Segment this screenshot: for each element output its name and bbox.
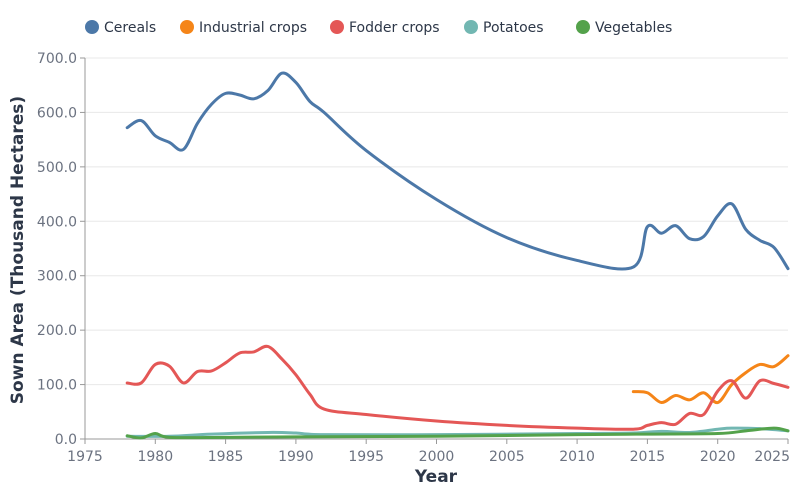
x-tick-label: 2000 — [419, 449, 455, 465]
series-line-vegetables — [125, 426, 790, 440]
gridlines — [85, 57, 788, 440]
y-tick-label: 100.0 — [37, 378, 77, 394]
y-tick-label: 0.0 — [55, 432, 77, 448]
x-tick-label: 1990 — [278, 449, 314, 465]
legend-label: Cereals — [104, 20, 156, 36]
legend-item: Fodder crops — [330, 20, 440, 36]
series-lines — [125, 71, 790, 440]
legend-item: Vegetables — [576, 20, 672, 36]
legend-marker — [330, 20, 344, 34]
x-tick-label: 1980 — [137, 449, 173, 465]
series-line-fodder-crops — [125, 344, 790, 431]
y-tick-label: 300.0 — [37, 269, 77, 285]
x-tick-label: 1995 — [348, 449, 384, 465]
legend-marker — [85, 20, 99, 34]
legend-label: Potatoes — [483, 20, 544, 36]
y-axis-title: Sown Area (Thousand Hectares) — [8, 96, 28, 404]
legend-label: Vegetables — [595, 20, 672, 36]
legend-marker — [576, 20, 590, 34]
legend-item: Potatoes — [464, 20, 544, 36]
legend-label: Fodder crops — [349, 20, 440, 36]
y-tick-label: 200.0 — [37, 323, 77, 339]
y-tick-label: 700.0 — [37, 51, 77, 67]
legend-item: Industrial crops — [180, 20, 307, 36]
x-tick-label: 2025 — [754, 449, 790, 465]
x-tick-label: 2010 — [559, 449, 595, 465]
legend-item: Cereals — [85, 20, 156, 36]
x-tick-label: 1975 — [67, 449, 103, 465]
series-line-industrial-crops — [631, 354, 790, 405]
legend-marker — [464, 20, 478, 34]
y-tick-label: 400.0 — [37, 214, 77, 230]
x-tick-label: 2015 — [630, 449, 666, 465]
x-tick-label: 1985 — [208, 449, 244, 465]
x-tick-label: 2005 — [489, 449, 525, 465]
legend: Cereals Industrial crops Fodder crops Potat… — [85, 20, 672, 36]
x-tick-label: 2020 — [700, 449, 736, 465]
axes: 0.0 100.0 200.0 300.0 400.0 500.0 600.0 700.0 19… — [37, 51, 790, 465]
series-line-cereals — [125, 71, 790, 271]
y-tick-label: 500.0 — [37, 160, 77, 176]
y-tick-label: 600.0 — [37, 105, 77, 121]
legend-label: Industrial crops — [199, 20, 307, 36]
x-axis-title: Year — [414, 467, 458, 487]
legend-marker — [180, 20, 194, 34]
